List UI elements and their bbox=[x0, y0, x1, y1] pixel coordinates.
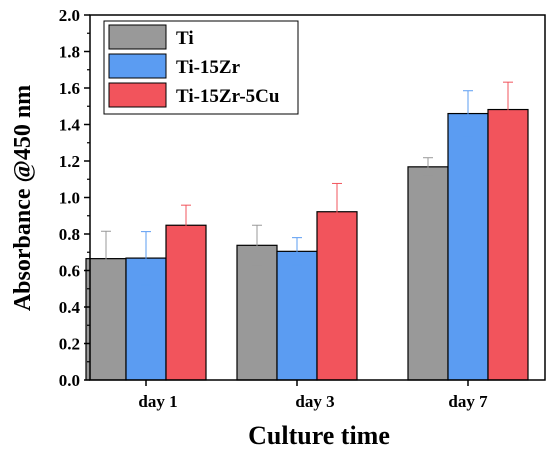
x-tick-label: day 7 bbox=[448, 392, 488, 411]
axes-layer: 0.0 0.2 0.4 0.6 0.8 1.0 1.2 1.4 1.6 1.8 2.0 day 1 da… bbox=[59, 6, 546, 411]
y-tick-label: 0.2 bbox=[59, 335, 80, 354]
x-tick-label: day 3 bbox=[295, 392, 334, 411]
legend-label-ti: Ti bbox=[176, 28, 194, 49]
x-tick-label: day 1 bbox=[138, 392, 177, 411]
bar-ti-15zr-5cu-day7 bbox=[487, 108, 529, 381]
y-tick-label: 0.8 bbox=[59, 225, 80, 244]
y-tick-label: 2.0 bbox=[59, 6, 80, 25]
error-bar-ti-day1 bbox=[101, 230, 111, 287]
error-bar-ti-15zr-day1 bbox=[141, 231, 151, 286]
y-tick-label: 0.0 bbox=[59, 371, 80, 390]
legend: Ti Ti-15Zr Ti-15Zr-5Cu bbox=[103, 20, 299, 115]
legend-swatch-ti-15zr bbox=[108, 53, 167, 79]
y-tick-label: 0.4 bbox=[59, 298, 81, 317]
error-bar-ti-15zr-day3 bbox=[292, 237, 302, 266]
bar-ti-15zr-5cu-day1 bbox=[165, 224, 207, 381]
y-tick-label: 1.2 bbox=[59, 152, 80, 171]
error-bar-ti-15zr-5cu-day3 bbox=[332, 182, 342, 241]
bar-ti-15zr-day7 bbox=[447, 112, 489, 381]
y-tick-label: 1.0 bbox=[59, 189, 80, 208]
bar-ti-15zr-day3 bbox=[276, 250, 318, 381]
error-bar-ti-15zr-day7 bbox=[463, 90, 473, 137]
legend-label-ti-15zr-5cu: Ti-15Zr-5Cu bbox=[176, 86, 280, 107]
x-axis-title: Culture time bbox=[248, 421, 390, 450]
error-bar-ti-15zr-5cu-day7 bbox=[503, 81, 513, 138]
y-tick-label: 1.4 bbox=[59, 116, 81, 135]
legend-swatch-ti-15zr-5cu bbox=[108, 82, 167, 108]
y-axis-title: Absorbance @450 nm bbox=[10, 85, 36, 311]
y-tick-label: 1.6 bbox=[59, 79, 80, 98]
legend-swatch-ti bbox=[108, 24, 167, 50]
y-tick-label: 0.6 bbox=[59, 262, 80, 281]
error-bar-ti-day3 bbox=[252, 224, 262, 266]
y-tick-label: 1.8 bbox=[59, 43, 80, 62]
bar-ti-day7 bbox=[407, 166, 449, 381]
error-bar-ti-day7 bbox=[423, 157, 433, 177]
error-bar-ti-15zr-5cu-day1 bbox=[181, 204, 191, 246]
bars-layer bbox=[85, 81, 529, 381]
legend-label-ti-15zr: Ti-15Zr bbox=[176, 57, 241, 78]
